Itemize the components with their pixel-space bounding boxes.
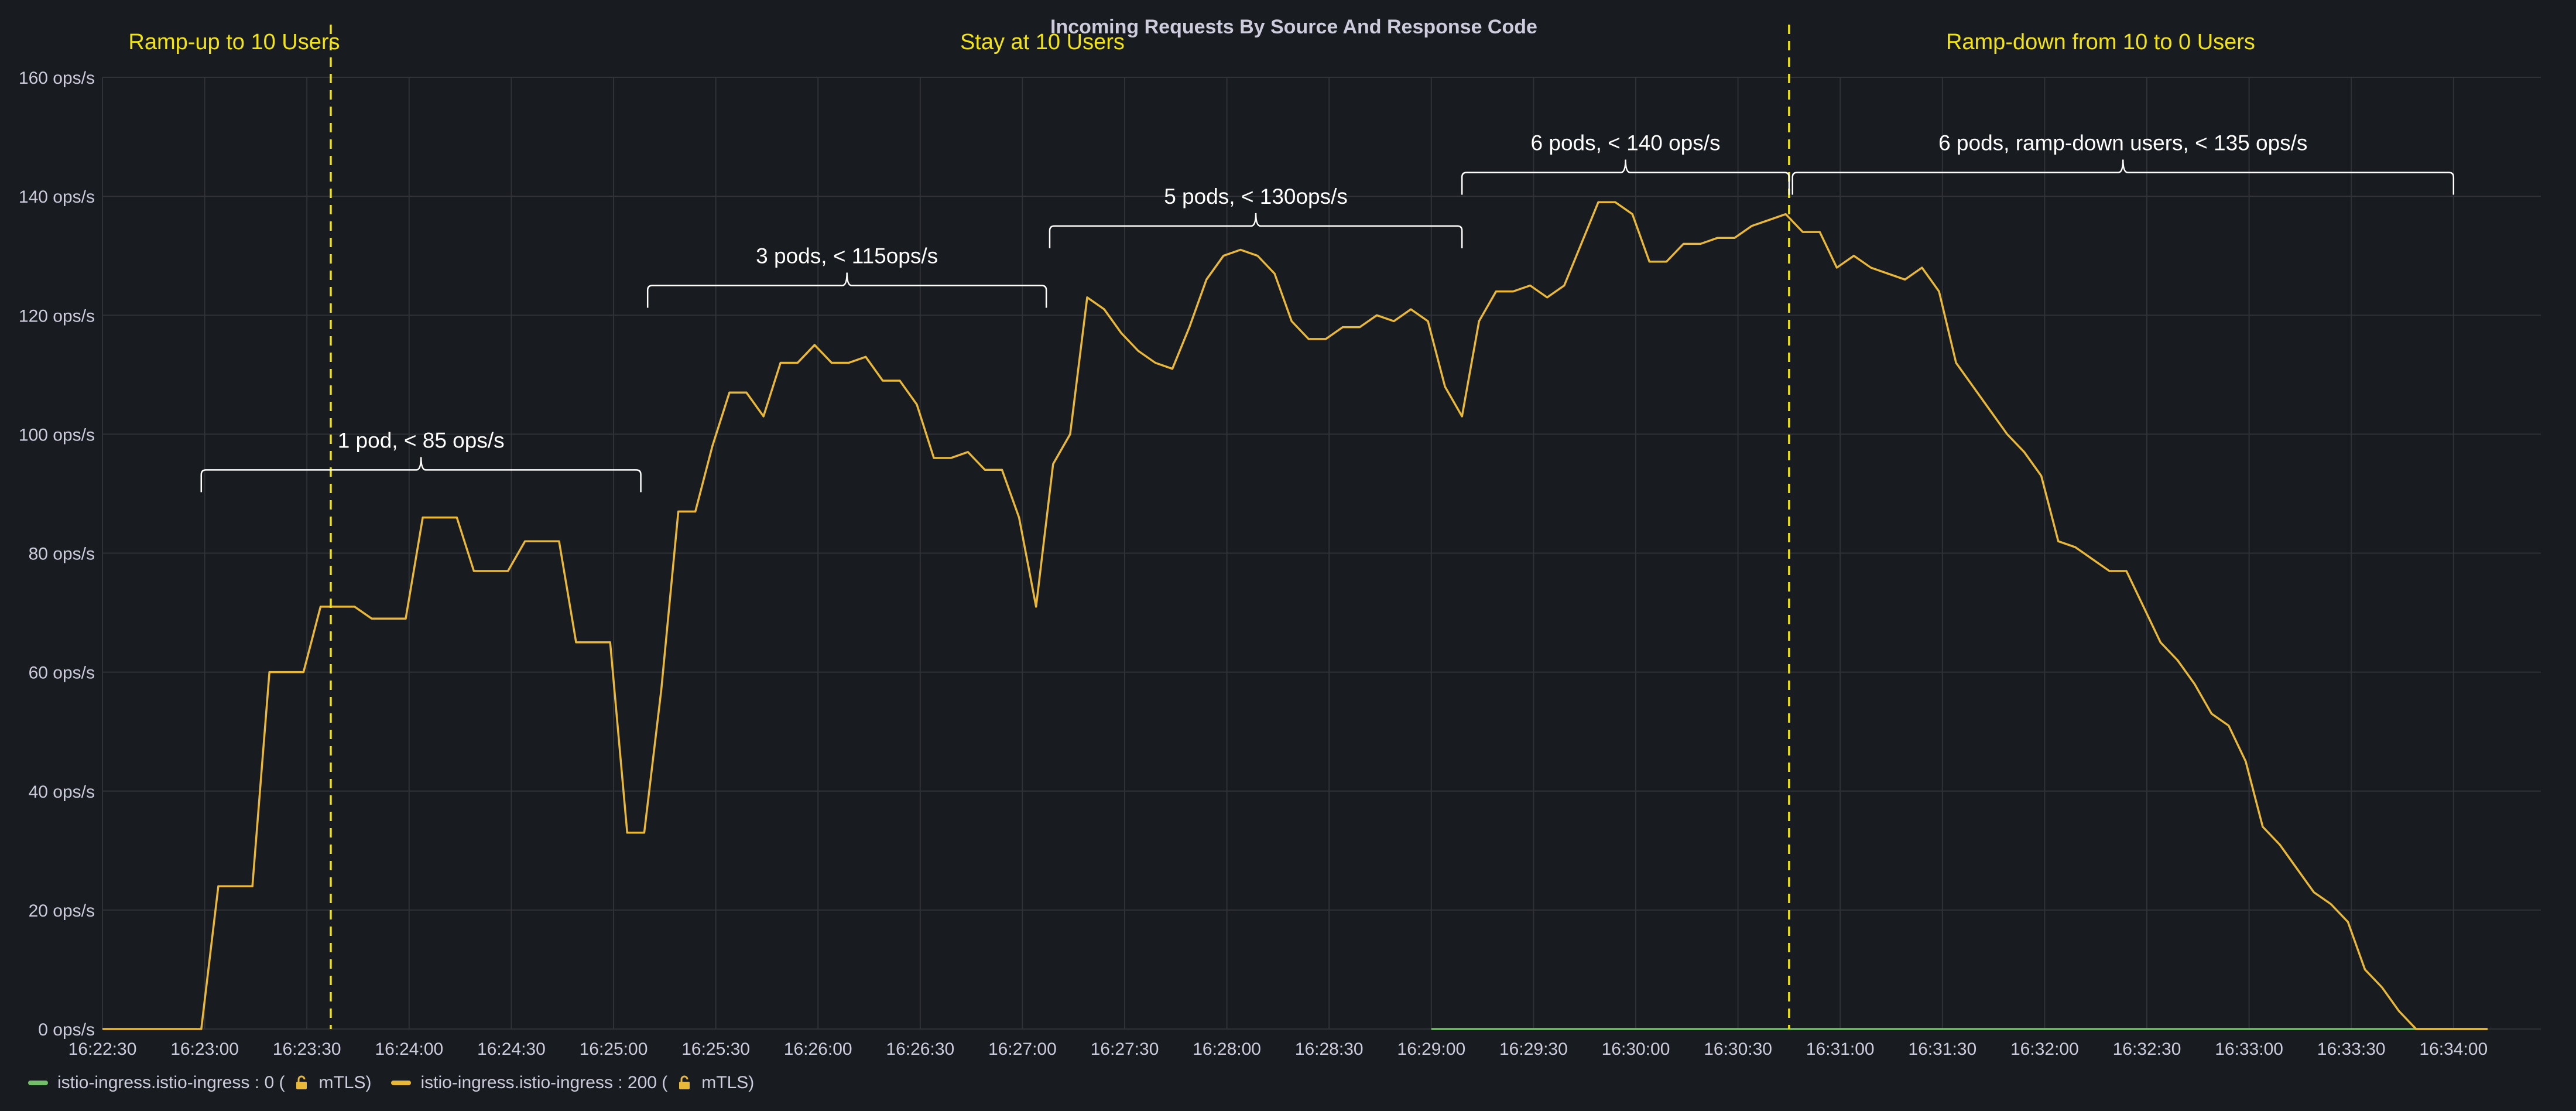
x-tick-label: 16:24:30 [477,1040,546,1059]
annotation-bracket-4 [1791,159,2455,195]
x-tick-label: 16:28:30 [1295,1040,1364,1059]
legend-swatch-yellow [391,1081,412,1085]
annotation-label-3: 6 pods, < 140 ops/s [1531,131,1721,155]
x-axis: 16:22:30 16:23:00 16:23:30 16:24:00 16:24:30… [68,1040,2488,1059]
annotation-label-1: 3 pods, < 115ops/s [756,244,938,268]
series-line-1 [102,201,2488,1030]
y-tick-label: 20 ops/s [29,901,95,921]
x-tick-label: 16:29:00 [1397,1040,1465,1059]
legend-suffix-status-200: mTLS) [701,1073,755,1092]
annotation-label-0: 1 pod, < 85 ops/s [338,428,505,452]
grid [102,77,2541,1030]
x-tick-label: 16:31:30 [1908,1040,1976,1059]
annotation-label-2: 5 pods, < 130ops/s [1164,184,1348,208]
x-tick-label: 16:27:30 [1091,1040,1159,1059]
x-tick-label: 16:26:30 [886,1040,954,1059]
x-tick-label: 16:33:30 [2317,1040,2386,1059]
x-tick-label: 16:27:00 [988,1040,1057,1059]
x-tick-label: 16:23:00 [170,1040,239,1059]
lock-icon [677,1075,692,1091]
chart-title: Incoming Requests By Source And Response… [1050,16,1537,38]
annotation-bracket-0 [200,457,642,493]
x-tick-label: 16:24:00 [375,1040,443,1059]
legend-swatch-green [28,1081,48,1085]
legend-item-status-0[interactable]: istio-ingress.istio-ingress : 0 ( mTLS) [28,1073,371,1093]
annotations: 1 pod, < 85 ops/s 3 pods, < 115ops/s 5 pod… [200,131,2455,493]
phase-label-0: Ramp-up to 10 Users [128,30,340,54]
phase-label-1: Stay at 10 Users [960,30,1125,54]
lock-icon [294,1075,309,1091]
y-tick-label: 160 ops/s [19,69,95,88]
annotation-bracket-3 [1461,159,1790,195]
x-tick-label: 16:28:00 [1193,1040,1261,1059]
plot-area [102,201,2488,1030]
phase-label-2: Ramp-down from 10 to 0 Users [1946,30,2255,54]
x-tick-label: 16:25:30 [681,1040,750,1059]
phase-markers: Ramp-up to 10 Users Stay at 10 Users Ramp-… [128,25,2255,1029]
y-tick-label: 120 ops/s [19,306,95,326]
y-tick-label: 0 ops/s [38,1020,95,1040]
x-tick-label: 16:31:00 [1806,1040,1875,1059]
x-tick-label: 16:25:00 [580,1040,648,1059]
legend-label-status-200: istio-ingress.istio-ingress : 200 ( [420,1073,668,1092]
x-tick-label: 16:30:30 [1704,1040,1772,1059]
y-tick-label: 140 ops/s [19,187,95,207]
y-tick-label: 60 ops/s [29,664,95,683]
y-axis: 0 ops/s 20 ops/s 40 ops/s 60 ops/s 80 ops/s 1… [19,69,95,1040]
y-tick-label: 40 ops/s [29,782,95,802]
x-tick-label: 16:22:30 [68,1040,137,1059]
x-tick-label: 16:33:00 [2215,1040,2283,1059]
y-tick-label: 80 ops/s [29,545,95,564]
x-tick-label: 16:32:30 [2113,1040,2181,1059]
legend-item-status-200[interactable]: istio-ingress.istio-ingress : 200 ( mTLS… [391,1073,754,1093]
annotation-bracket-1 [646,272,1047,308]
x-tick-label: 16:26:00 [784,1040,852,1059]
x-tick-label: 16:23:30 [273,1040,341,1059]
legend-suffix-status-0: mTLS) [318,1073,372,1092]
annotation-bracket-2 [1049,213,1463,248]
annotation-label-4: 6 pods, ramp-down users, < 135 ops/s [1938,131,2307,155]
x-tick-label: 16:29:30 [1499,1040,1568,1059]
legend-label-status-0: istio-ingress.istio-ingress : 0 ( [57,1073,285,1092]
legend: istio-ingress.istio-ingress : 0 ( mTLS) … [28,1073,754,1093]
x-tick-label: 16:34:00 [2419,1040,2488,1059]
y-tick-label: 100 ops/s [19,425,95,445]
x-tick-label: 16:32:00 [2010,1040,2079,1059]
x-tick-label: 16:30:00 [1602,1040,1670,1059]
